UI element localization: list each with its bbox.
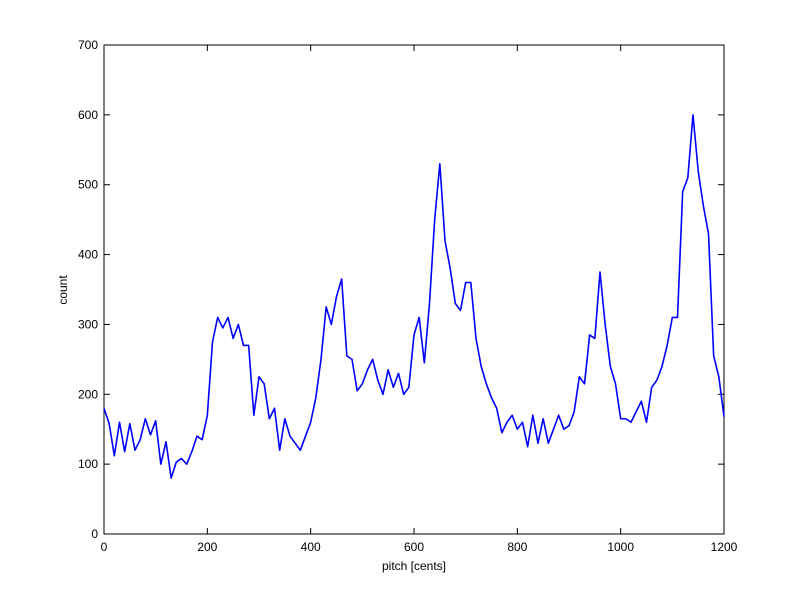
data-line [103, 114, 725, 479]
y-tick-label: 200 [78, 387, 98, 401]
y-tick-label: 500 [78, 178, 98, 192]
x-tick-label: 1000 [607, 540, 634, 554]
x-tick-label: 0 [101, 540, 108, 554]
y-tick-label: 600 [78, 108, 98, 122]
y-tick-label: 100 [78, 457, 98, 471]
x-tick-label: 800 [507, 540, 527, 554]
x-tick-label: 200 [197, 540, 217, 554]
plot-area [103, 44, 725, 535]
y-tick-label: 0 [91, 527, 98, 541]
x-axis-label: pitch [cents] [382, 559, 446, 573]
y-tick-label: 700 [78, 38, 98, 52]
y-tick-label: 400 [78, 248, 98, 262]
y-tick-label: 300 [78, 317, 98, 331]
x-tick-label: 400 [301, 540, 321, 554]
x-tick-label: 600 [404, 540, 424, 554]
y-axis-label: count [56, 275, 70, 305]
x-tick-label: 1200 [711, 540, 738, 554]
